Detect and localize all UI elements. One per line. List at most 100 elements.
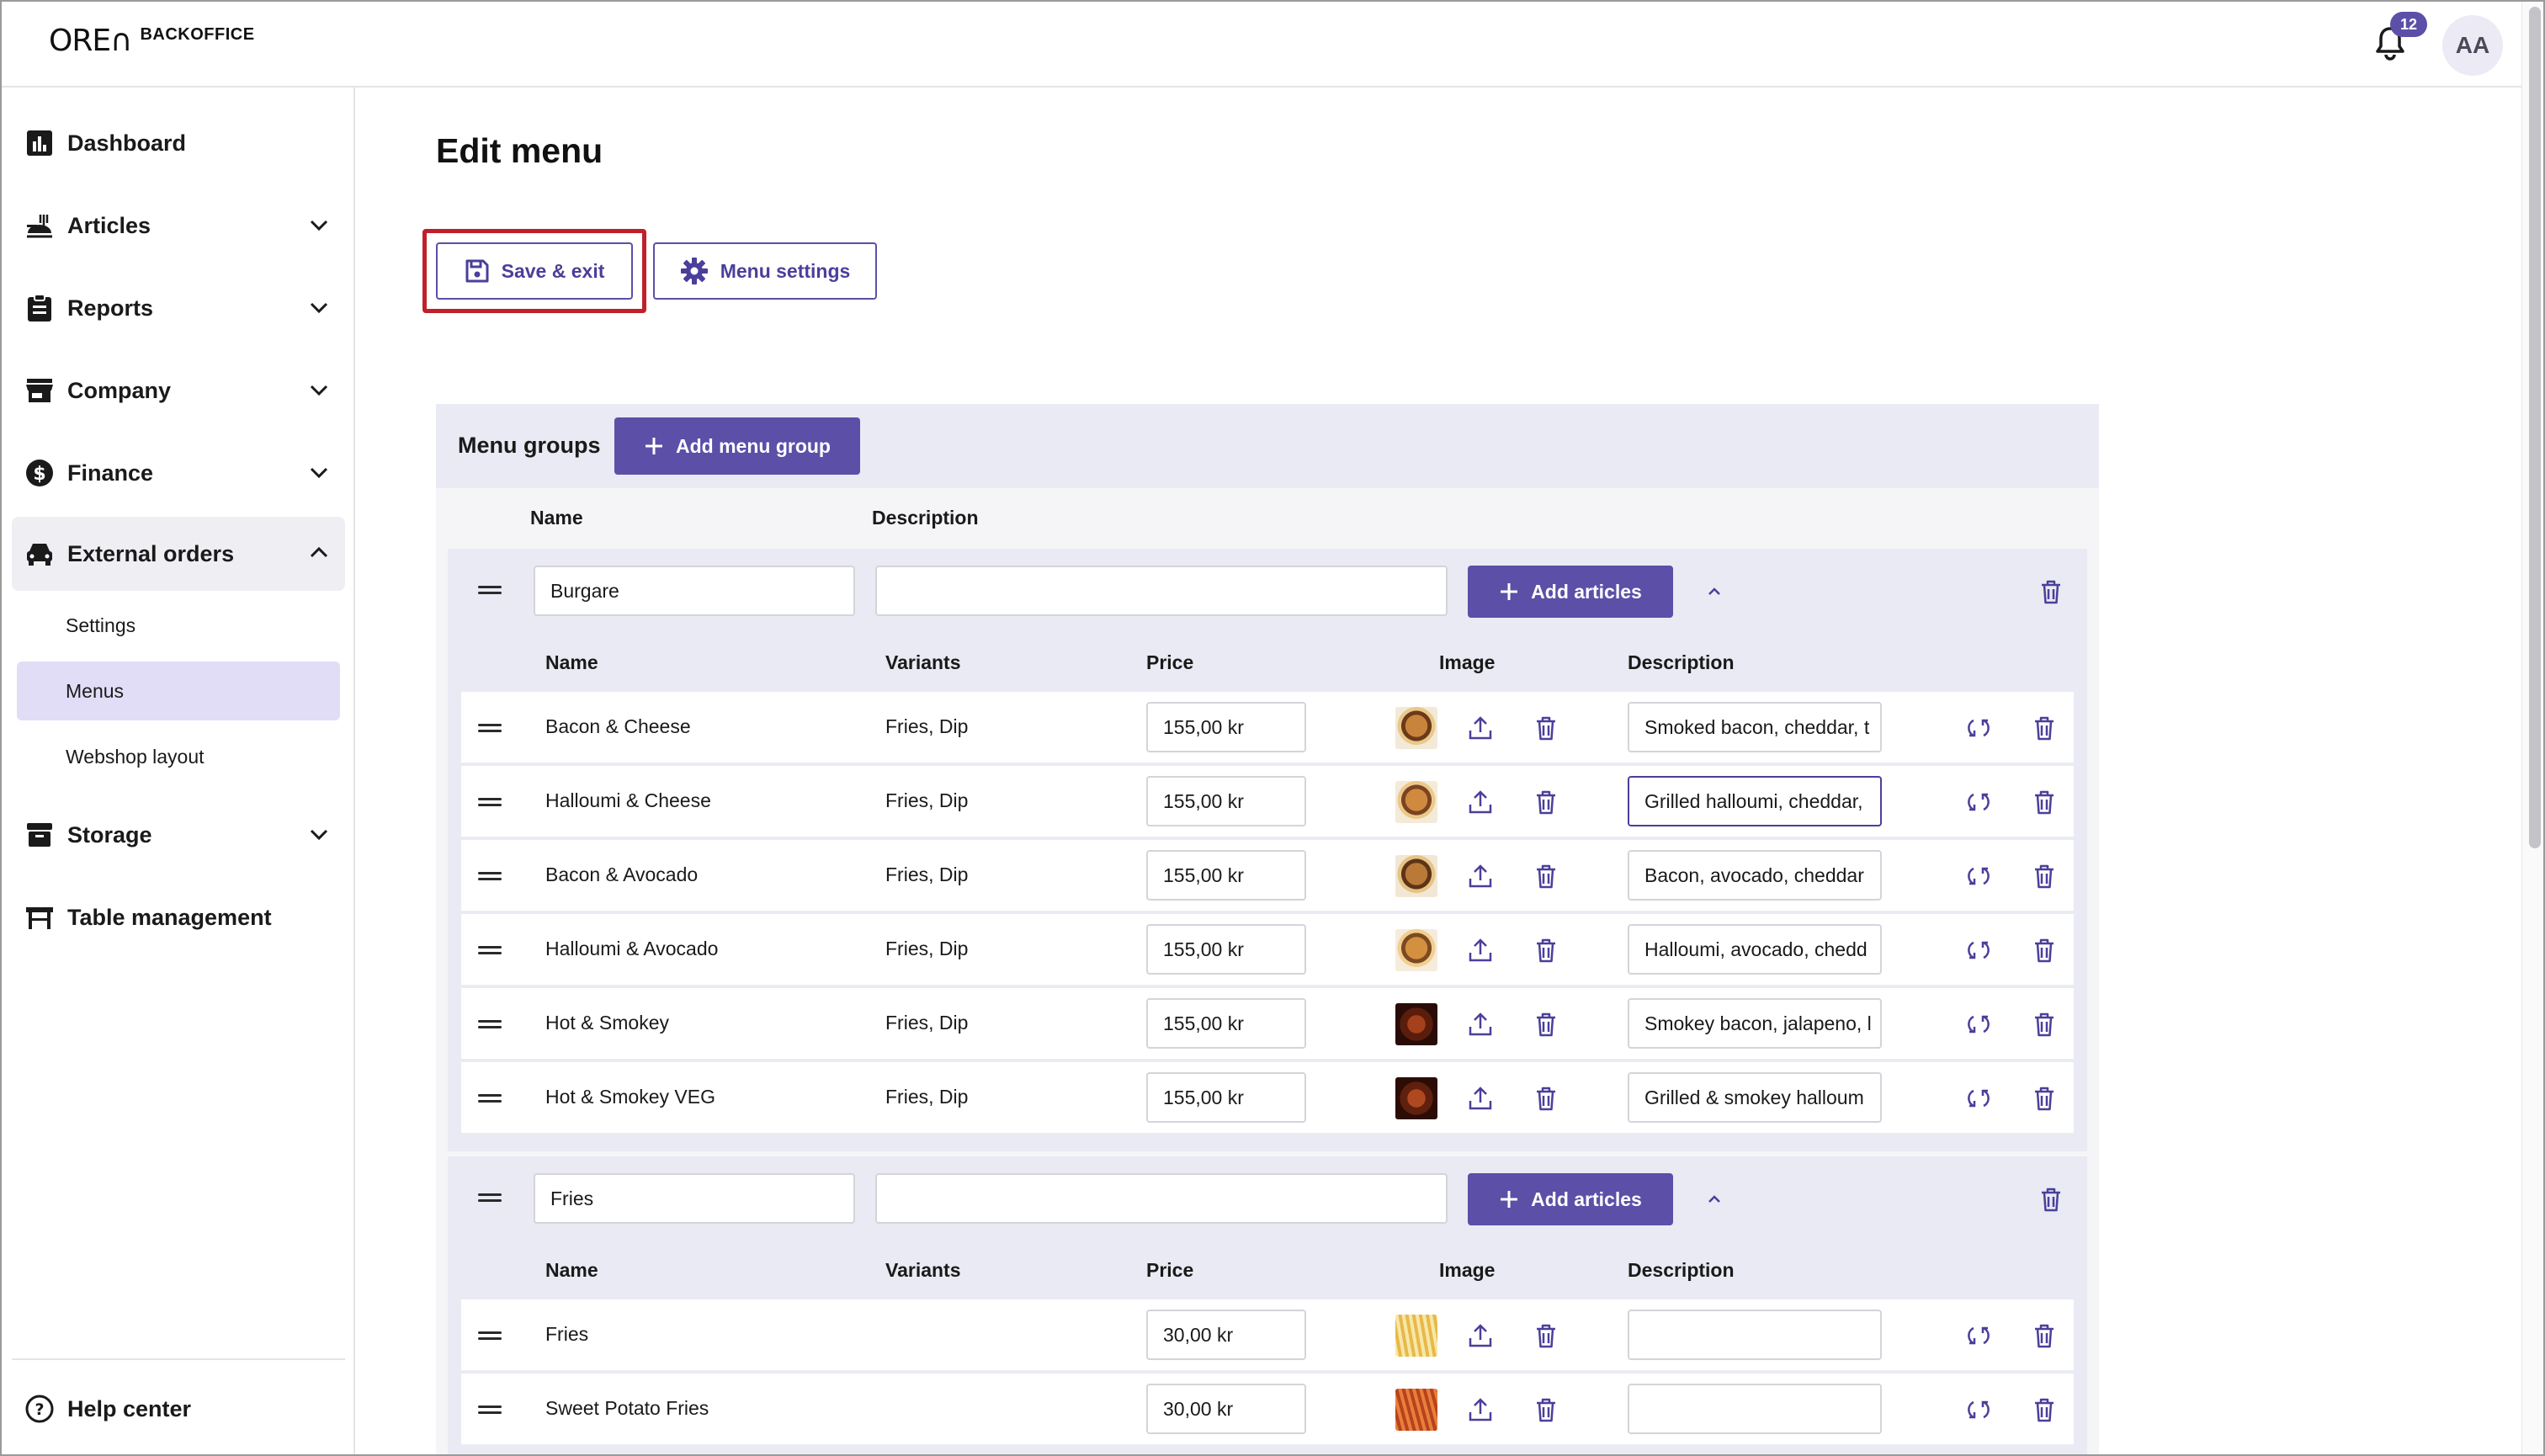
menu-groups-title: Menu groups	[458, 433, 601, 458]
trash-icon[interactable]	[2030, 1010, 2059, 1039]
sync-icon[interactable]	[1964, 1395, 1993, 1424]
sync-icon[interactable]	[1964, 1010, 1993, 1039]
description-input[interactable]	[1628, 1384, 1882, 1434]
description-input[interactable]: Smokey bacon, jalapeno, l	[1628, 998, 1882, 1049]
trash-icon[interactable]	[2030, 788, 2059, 816]
add-menu-group-button[interactable]: Add menu group	[614, 417, 860, 475]
avatar[interactable]: AA	[2442, 15, 2503, 76]
help-center-label: Help center	[67, 1395, 192, 1421]
drag-handle-icon[interactable]	[478, 1330, 502, 1342]
upload-icon[interactable]	[1466, 788, 1495, 816]
drag-handle-icon[interactable]	[478, 1092, 502, 1104]
burger-image[interactable]	[1395, 1003, 1437, 1045]
price-input[interactable]: 155,00 kr	[1146, 702, 1306, 752]
sync-icon[interactable]	[1964, 788, 1993, 816]
sidebar-subitem-settings[interactable]: Settings	[66, 614, 136, 636]
trash-icon[interactable]	[1532, 788, 1560, 816]
price-input[interactable]: 155,00 kr	[1146, 924, 1306, 975]
price-input[interactable]: 155,00 kr	[1146, 1072, 1306, 1123]
upload-icon[interactable]	[1466, 1321, 1495, 1350]
articles-col-price: Price	[1146, 651, 1194, 673]
upload-icon[interactable]	[1466, 1010, 1495, 1039]
trash-icon[interactable]	[1532, 862, 1560, 890]
burger-image[interactable]	[1395, 929, 1437, 971]
group-description-input[interactable]	[875, 566, 1448, 616]
sidebar-item-articles[interactable]: Articles	[12, 189, 345, 263]
price-input[interactable]: 30,00 kr	[1146, 1310, 1306, 1360]
upload-icon[interactable]	[1466, 1084, 1495, 1113]
description-input[interactable]: Grilled & smokey halloum	[1628, 1072, 1882, 1123]
chevron-up-icon	[310, 546, 328, 558]
trash-icon[interactable]	[2030, 1321, 2059, 1350]
burger-image[interactable]	[1395, 1077, 1437, 1119]
fries-image[interactable]	[1395, 1315, 1437, 1357]
drag-handle-icon[interactable]	[478, 1404, 502, 1416]
description-input[interactable]: Halloumi, avocado, chedd	[1628, 924, 1882, 975]
trash-icon[interactable]	[2037, 577, 2065, 606]
burger-image[interactable]	[1395, 781, 1437, 823]
collapse-chevron-up-icon[interactable]	[1700, 1185, 1729, 1214]
description-input[interactable]: Bacon, avocado, cheddar	[1628, 850, 1882, 901]
drag-handle-icon[interactable]	[478, 1018, 502, 1030]
trash-icon[interactable]	[2030, 1395, 2059, 1424]
help-center-link[interactable]: ? Help center	[12, 1372, 345, 1446]
sidebar-item-storage[interactable]: Storage	[12, 798, 345, 872]
sync-icon[interactable]	[1964, 936, 1993, 964]
upload-icon[interactable]	[1466, 862, 1495, 890]
trash-icon[interactable]	[2037, 1185, 2065, 1214]
trash-icon[interactable]	[2030, 936, 2059, 964]
burger-image[interactable]	[1395, 707, 1437, 749]
price-input[interactable]: 155,00 kr	[1146, 998, 1306, 1049]
menu-settings-button[interactable]: Menu settings	[653, 242, 877, 300]
trash-icon[interactable]	[1532, 1321, 1560, 1350]
trash-icon[interactable]	[1532, 714, 1560, 742]
articles-col-variants: Variants	[885, 651, 961, 673]
save-exit-button[interactable]: Save & exit	[436, 242, 633, 300]
sync-icon[interactable]	[1964, 862, 1993, 890]
upload-icon[interactable]	[1466, 1395, 1495, 1424]
sidebar-item-finance[interactable]: $ Finance	[12, 436, 345, 510]
trash-icon[interactable]	[2030, 862, 2059, 890]
sidebar-item-table-management[interactable]: Table management	[12, 880, 345, 954]
add-articles-button[interactable]: Add articles	[1468, 1173, 1673, 1225]
scrollbar-thumb[interactable]	[2529, 7, 2541, 848]
group-name-input[interactable]: Burgare	[534, 566, 855, 616]
price-input[interactable]: 30,00 kr	[1146, 1384, 1306, 1434]
trash-icon[interactable]	[1532, 1010, 1560, 1039]
burger-image[interactable]	[1395, 855, 1437, 897]
sidebar-subitem-menus[interactable]: Menus	[17, 662, 340, 720]
sidebar-item-reports[interactable]: Reports	[12, 271, 345, 345]
group-description-input[interactable]	[875, 1173, 1448, 1224]
trash-icon[interactable]	[1532, 1084, 1560, 1113]
drag-handle-icon[interactable]	[478, 796, 502, 808]
trash-icon[interactable]	[2030, 714, 2059, 742]
sync-icon[interactable]	[1964, 1321, 1993, 1350]
drag-handle-icon[interactable]	[478, 870, 502, 882]
upload-icon[interactable]	[1466, 714, 1495, 742]
drag-handle-icon[interactable]	[478, 722, 502, 734]
trash-icon[interactable]	[1532, 1395, 1560, 1424]
page-scrollbar[interactable]	[2521, 2, 2543, 1454]
trash-icon[interactable]	[2030, 1084, 2059, 1113]
drag-handle-icon[interactable]	[478, 584, 502, 596]
upload-icon[interactable]	[1466, 936, 1495, 964]
description-input[interactable]: Grilled halloumi, cheddar,	[1628, 776, 1882, 826]
logo[interactable]: ORE∩ BACKOFFICE	[49, 24, 255, 58]
description-input[interactable]	[1628, 1310, 1882, 1360]
sync-icon[interactable]	[1964, 1084, 1993, 1113]
group-name-input[interactable]: Fries	[534, 1173, 855, 1224]
collapse-chevron-up-icon[interactable]	[1700, 577, 1729, 606]
description-input[interactable]: Smoked bacon, cheddar, t	[1628, 702, 1882, 752]
sweet-potato-fries-image[interactable]	[1395, 1389, 1437, 1431]
sidebar-subitem-webshop-layout[interactable]: Webshop layout	[66, 745, 205, 768]
sidebar-item-dashboard[interactable]: Dashboard	[12, 106, 345, 180]
sync-icon[interactable]	[1964, 714, 1993, 742]
sidebar-item-external-orders[interactable]: External orders	[12, 517, 345, 591]
price-input[interactable]: 155,00 kr	[1146, 776, 1306, 826]
add-articles-button[interactable]: Add articles	[1468, 566, 1673, 618]
trash-icon[interactable]	[1532, 936, 1560, 964]
price-input[interactable]: 155,00 kr	[1146, 850, 1306, 901]
sidebar-item-company[interactable]: Company	[12, 353, 345, 428]
drag-handle-icon[interactable]	[478, 1192, 502, 1204]
drag-handle-icon[interactable]	[478, 944, 502, 956]
